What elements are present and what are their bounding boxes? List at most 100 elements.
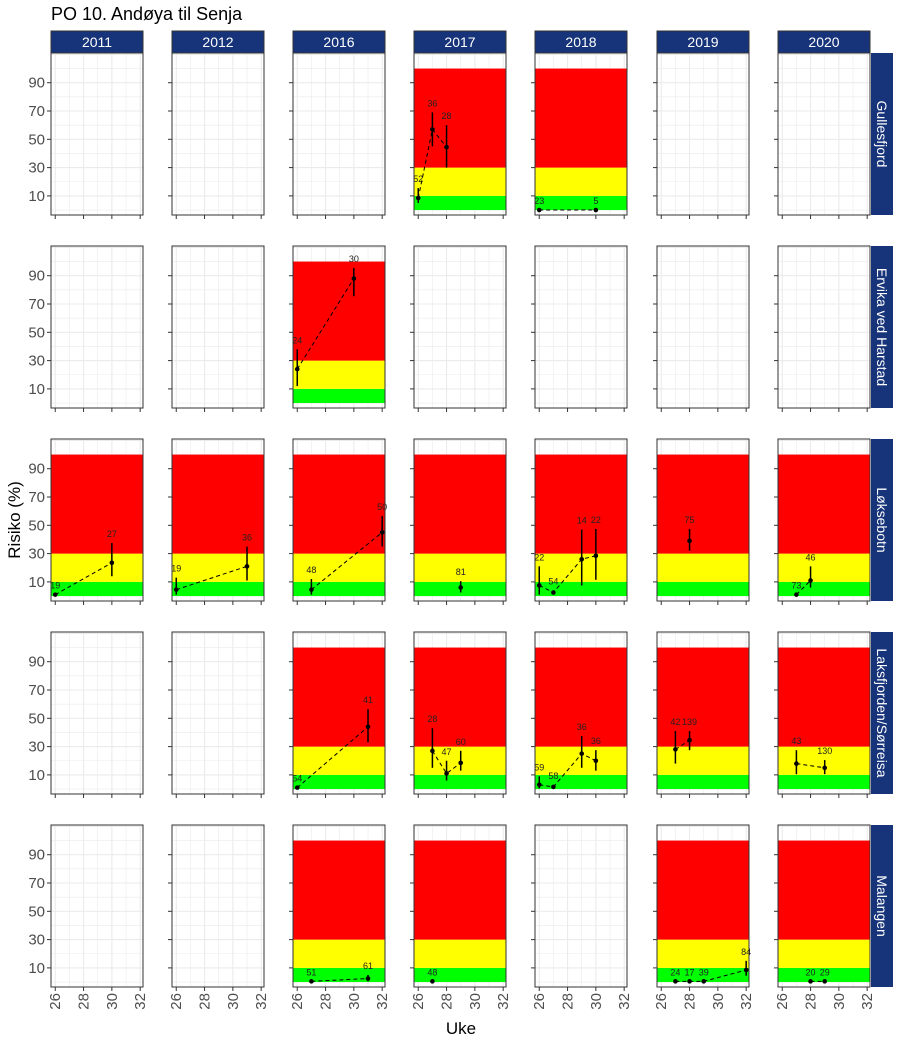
y-tick-label: 70 xyxy=(28,296,45,313)
risk-band-low xyxy=(293,388,385,404)
risk-band-low xyxy=(657,774,749,790)
x-tick-label: 26 xyxy=(774,993,791,1010)
data-point xyxy=(822,765,828,771)
x-tick-label: 26 xyxy=(531,993,548,1010)
panel-border xyxy=(534,824,628,988)
y-tick-label: 70 xyxy=(28,682,45,699)
data-point xyxy=(309,587,314,592)
risk-band-low xyxy=(778,967,870,983)
risk-band-low xyxy=(778,774,870,790)
y-tick-label: 10 xyxy=(28,574,45,591)
panel-border xyxy=(171,438,265,602)
risk-band-low xyxy=(293,581,385,597)
panel-border xyxy=(534,631,628,795)
panel-Laksfjorden/Sørreisa-2011: 10 30 50 70 90 xyxy=(28,631,144,798)
panel-background xyxy=(535,825,627,987)
y-tick-label: 10 xyxy=(28,767,45,784)
y-tick-label: 90 xyxy=(28,461,45,478)
data-point xyxy=(701,979,707,984)
panel-Løksebotn-2018: 22 54 14 22 xyxy=(531,438,628,605)
panel-border xyxy=(777,245,871,409)
data-point xyxy=(593,207,599,213)
x-tick-label: 32 xyxy=(859,993,876,1010)
site-strip-label: Gullesfjord xyxy=(874,101,890,168)
x-tick-label: 26 xyxy=(168,993,185,1010)
y-tick-label: 70 xyxy=(28,875,45,892)
data-label: 48 xyxy=(306,565,316,575)
y-tick-label: 30 xyxy=(28,546,45,563)
risk-band-high xyxy=(172,454,264,554)
data-label: 61 xyxy=(363,961,373,971)
data-point xyxy=(593,553,599,559)
panel-Malangen-2018: 26 28 30 32 xyxy=(531,824,633,1010)
data-label: 28 xyxy=(427,714,437,724)
data-point xyxy=(808,578,813,583)
panel-background xyxy=(172,53,264,215)
data-point xyxy=(430,748,435,754)
data-point xyxy=(173,587,179,592)
year-strip-label: 2018 xyxy=(565,34,596,50)
panel-background xyxy=(51,53,143,215)
panel-Laksfjorden/Sørreisa-2017: 28 47 60 xyxy=(410,631,507,798)
panel-Malangen-2011: 10 30 50 70 90 26 28 30 32 xyxy=(28,824,149,1010)
data-point xyxy=(294,366,300,372)
data-label: 84 xyxy=(741,947,751,957)
x-tick-label: 32 xyxy=(738,993,755,1010)
panel-Malangen-2020: 20 29 26 28 30 32 xyxy=(774,824,876,1010)
site-strip xyxy=(871,246,893,408)
panel-border xyxy=(534,438,628,602)
data-point xyxy=(687,979,692,984)
x-tick-label: 30 xyxy=(710,993,727,1010)
risk-band-medium xyxy=(414,939,506,968)
data-label: 60 xyxy=(456,737,466,747)
data-label: 24 xyxy=(670,967,680,977)
data-label: 36 xyxy=(427,98,437,108)
risk-band-high xyxy=(414,840,506,940)
risk-band-high xyxy=(293,454,385,554)
panel-background xyxy=(657,53,749,215)
risk-band-high xyxy=(535,68,627,168)
panel-Laksfjorden/Sørreisa-2012 xyxy=(168,631,265,798)
y-tick-label: 10 xyxy=(28,381,45,398)
x-tick-label: 28 xyxy=(197,993,214,1010)
data-point xyxy=(808,979,813,984)
trend-line xyxy=(296,726,369,789)
x-tick-label: 30 xyxy=(225,993,242,1010)
panel-border xyxy=(656,245,750,409)
year-strip-label: 2017 xyxy=(444,34,475,50)
risk-band-medium xyxy=(657,553,749,582)
data-label: 75 xyxy=(685,515,695,525)
panel-Malangen-2017: 48 26 28 30 32 xyxy=(410,824,512,1010)
trend-line xyxy=(296,278,355,370)
panel-Gullesfjord-2017: 52 36 28 2017 xyxy=(410,30,507,219)
y-tick-label: 50 xyxy=(28,903,45,920)
risk-band-medium xyxy=(657,746,749,775)
year-strip xyxy=(171,30,265,54)
y-tick-label: 50 xyxy=(28,131,45,148)
panel-Løksebotn-2017: 81 xyxy=(410,438,507,605)
y-tick-label: 30 xyxy=(28,160,45,177)
panel-Malangen-2016: 51 61 26 28 30 32 xyxy=(289,824,391,1010)
panel-background xyxy=(778,53,870,215)
data-point xyxy=(458,585,464,590)
x-tick-label: 28 xyxy=(318,993,335,1010)
site-strip xyxy=(871,825,893,987)
trend-line xyxy=(55,562,113,596)
panel-Gullesfjord-2016: 2016 xyxy=(289,30,386,219)
risk-band-high xyxy=(657,647,749,747)
data-point xyxy=(593,758,599,764)
y-tick-label: 10 xyxy=(28,960,45,977)
data-point xyxy=(673,979,678,984)
data-point xyxy=(579,556,585,562)
x-tick-label: 30 xyxy=(467,993,484,1010)
data-label: 17 xyxy=(685,967,695,977)
risk-band-low xyxy=(293,774,385,790)
data-point xyxy=(687,737,692,743)
risk-band-medium xyxy=(535,167,627,196)
data-label: 54 xyxy=(548,576,558,586)
panel-Gullesfjord-2011: 10 30 50 70 90 2011 xyxy=(28,30,144,219)
x-tick-label: 26 xyxy=(47,993,64,1010)
panel-background xyxy=(172,246,264,408)
panel-Gullesfjord-2012: 2012 xyxy=(168,30,265,219)
